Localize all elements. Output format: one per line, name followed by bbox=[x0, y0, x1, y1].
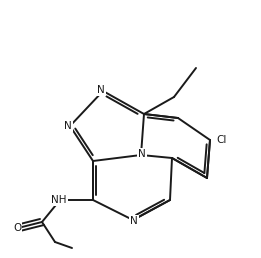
Text: Cl: Cl bbox=[217, 135, 227, 145]
Text: N: N bbox=[97, 85, 105, 95]
Text: N: N bbox=[64, 121, 72, 131]
Text: O: O bbox=[13, 223, 21, 233]
Text: N: N bbox=[130, 216, 138, 226]
Text: NH: NH bbox=[51, 195, 67, 205]
Text: N: N bbox=[138, 149, 146, 159]
